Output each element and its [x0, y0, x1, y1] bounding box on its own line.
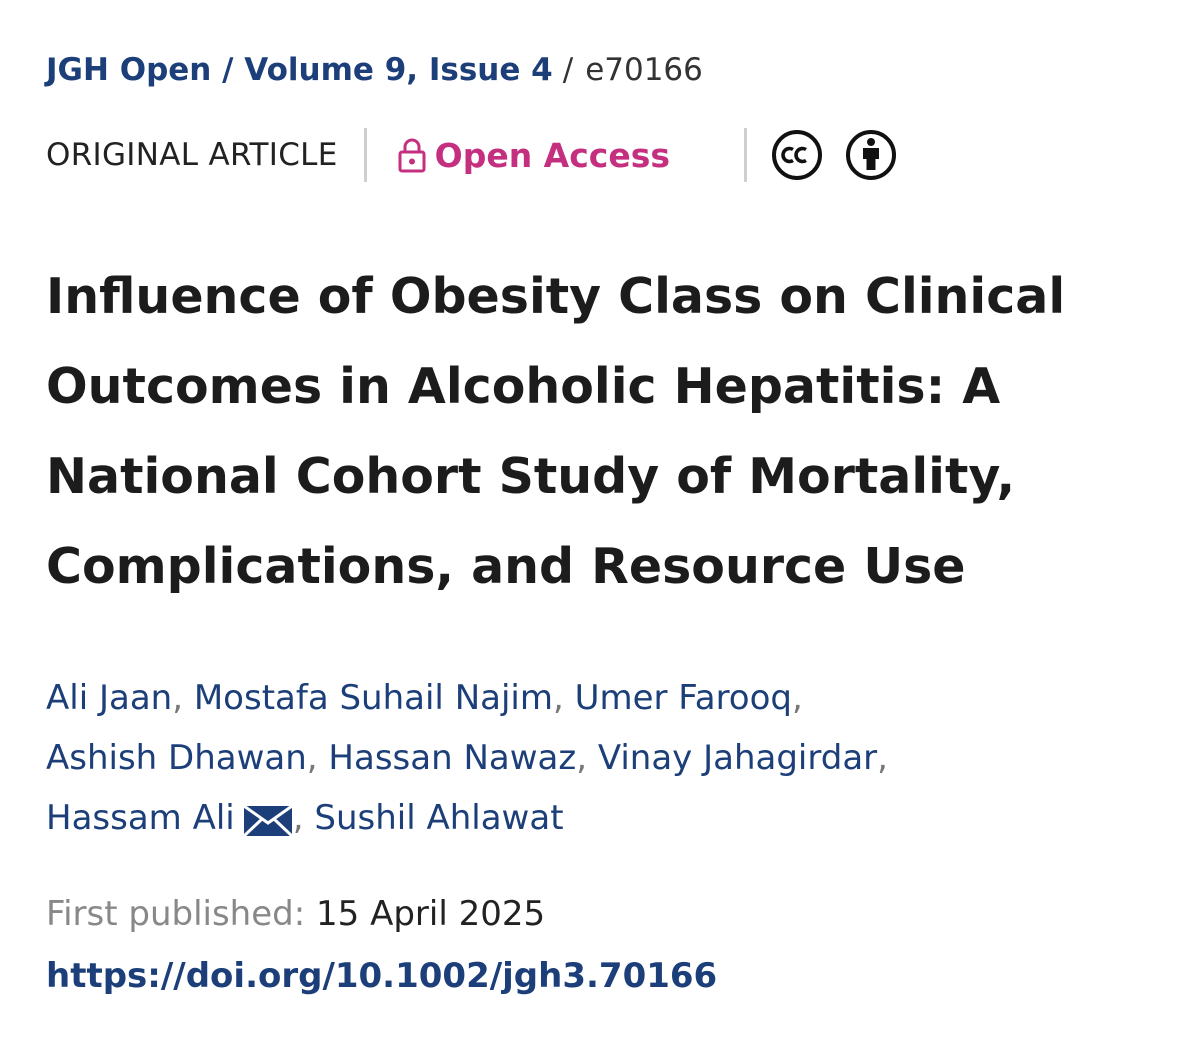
author-list: Ali Jaan, Mostafa Suhail Najim, Umer Far… — [46, 678, 888, 838]
author-link[interactable]: Vinay Jahagirdar — [597, 738, 878, 778]
meta-divider — [744, 128, 748, 182]
publication-date: First published: 15 April 2025 — [46, 890, 545, 938]
lock-icon — [398, 138, 426, 173]
first-published-label: First published: — [46, 894, 306, 934]
breadcrumb-separator: / — [211, 52, 245, 88]
journal-link[interactable]: JGH Open — [46, 52, 212, 88]
article-title: Influence of Obesity Class on Clinical O… — [46, 268, 1066, 595]
article-meta-row: ORIGINAL ARTICLE Open Access — [46, 128, 919, 182]
doi-link[interactable]: https://doi.org/10.1002/jgh3.70166 — [46, 956, 718, 996]
attribution-icon[interactable] — [845, 129, 897, 181]
author-link[interactable]: Umer Farooq — [574, 678, 792, 718]
author-link[interactable]: Ali Jaan — [46, 678, 173, 718]
creative-commons-icon[interactable] — [771, 129, 823, 181]
open-access-label: Open Access — [434, 135, 671, 175]
issue-link[interactable]: Volume 9, Issue 4 — [244, 52, 553, 88]
author-link[interactable]: Sushil Ahlawat — [314, 798, 564, 838]
meta-divider — [363, 128, 367, 182]
breadcrumb: JGH Open / Volume 9, Issue 4/ e70166 — [46, 50, 703, 90]
first-published-date: 15 April 2025 — [316, 894, 546, 934]
author-link[interactable]: Mostafa Suhail Najim — [193, 678, 553, 718]
author-link[interactable]: Hassam Ali — [46, 798, 235, 838]
article-id: e70166 — [585, 52, 703, 88]
breadcrumb-slash: / — [562, 52, 574, 88]
envelope-icon[interactable] — [242, 805, 293, 837]
author-link[interactable]: Ashish Dhawan — [46, 738, 307, 778]
author-link[interactable]: Hassan Nawaz — [328, 738, 577, 778]
article-type-label: ORIGINAL ARTICLE — [46, 137, 338, 173]
open-access-badge[interactable]: Open Access — [397, 136, 670, 175]
